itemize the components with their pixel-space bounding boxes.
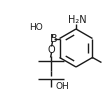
Text: O: O	[48, 44, 55, 55]
Text: OH: OH	[56, 82, 69, 91]
Text: B: B	[50, 33, 57, 43]
Text: HO: HO	[29, 23, 43, 32]
Text: H₂N: H₂N	[68, 15, 86, 25]
